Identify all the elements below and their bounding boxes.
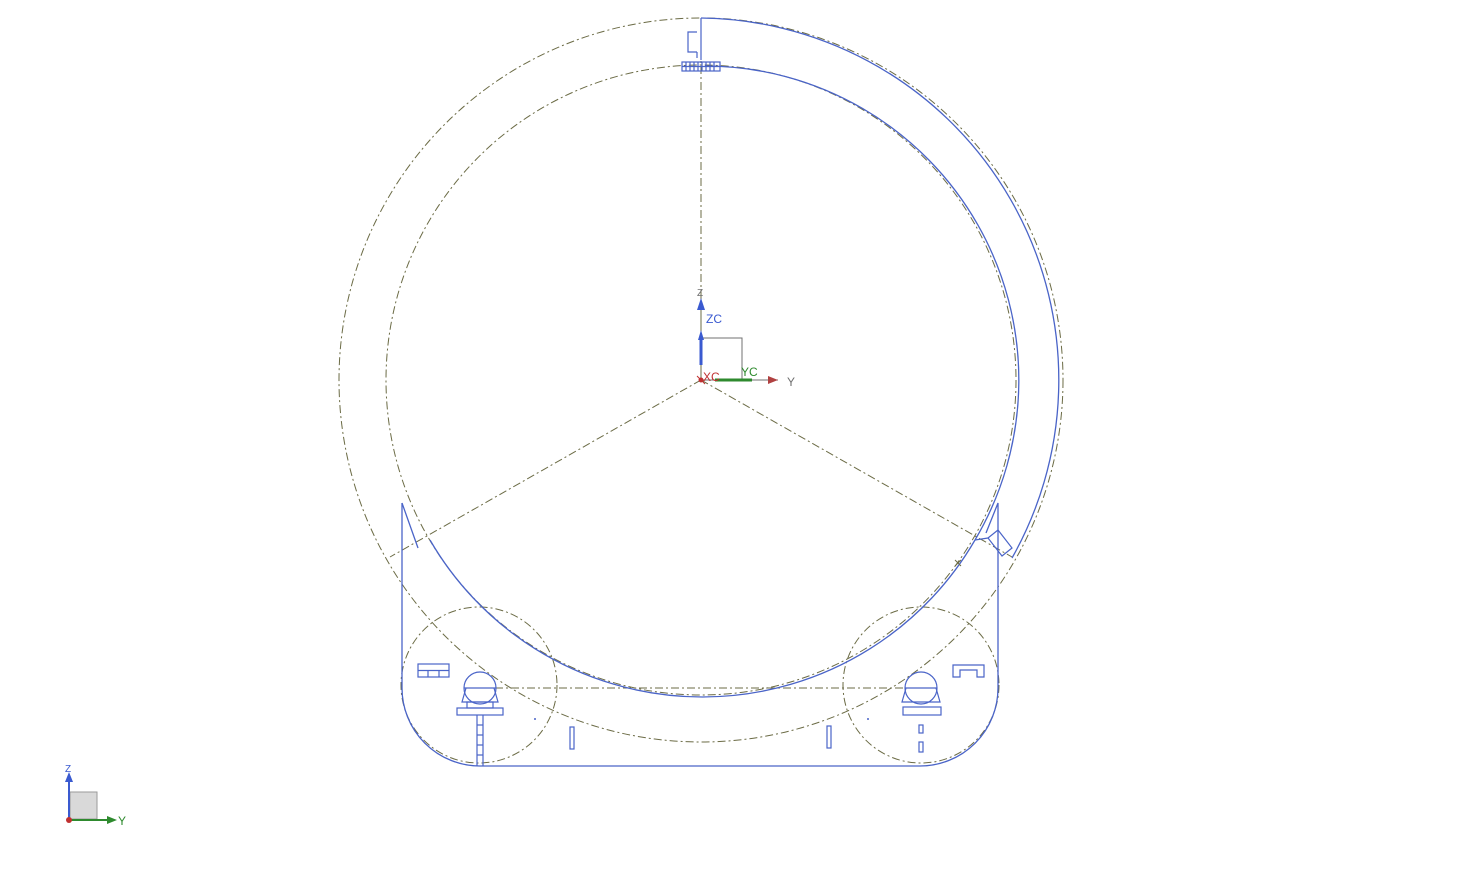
right-joint[interactable] (974, 529, 1013, 557)
triad-cube (69, 791, 98, 820)
view-triad[interactable]: Z Y (65, 764, 126, 828)
left-bracket[interactable] (417, 663, 450, 678)
triad-z-arrow[interactable] (65, 772, 73, 782)
left-slot (569, 726, 575, 750)
outer-centerline-circle (338, 17, 1064, 743)
frame-slots (569, 725, 832, 750)
wcs-y-label: Y (787, 375, 795, 389)
wcs-z-label: Z (697, 288, 703, 299)
wcs-yc-label: YC (741, 365, 758, 379)
top-fitting[interactable] (681, 18, 721, 72)
ring-outer-arc[interactable] (700, 17, 1060, 559)
right-bracket[interactable] (952, 664, 985, 678)
support-frame[interactable] (401, 502, 999, 767)
right-radial-centerline (700, 379, 1013, 558)
triad-y-arrow[interactable] (107, 816, 117, 824)
triad-y-label: Y (118, 814, 126, 828)
z-axis-arrow[interactable] (697, 298, 705, 310)
wcs-zc-label: ZC (706, 312, 722, 326)
right-slot (826, 725, 832, 749)
inner-centerline-circle (385, 64, 1017, 696)
right-roller-circle (842, 606, 1000, 764)
ring-geometry[interactable] (429, 17, 1060, 698)
wcs-csys[interactable]: Z ZC XC YC Y (696, 288, 795, 389)
point-markers (534, 559, 962, 720)
left-radial-centerline (389, 379, 702, 558)
triad-origin (66, 817, 72, 823)
triad-z-label: Z (65, 764, 71, 775)
y-axis-arrow[interactable] (768, 376, 778, 384)
left-roller[interactable] (456, 671, 504, 766)
saddle-arc[interactable] (429, 539, 976, 698)
right-roller[interactable] (901, 671, 942, 753)
left-roller-circle (400, 606, 558, 764)
wcs-xc-label: XC (703, 370, 720, 384)
ring-inner-arc[interactable] (704, 65, 1020, 541)
centerlines (338, 17, 1064, 764)
